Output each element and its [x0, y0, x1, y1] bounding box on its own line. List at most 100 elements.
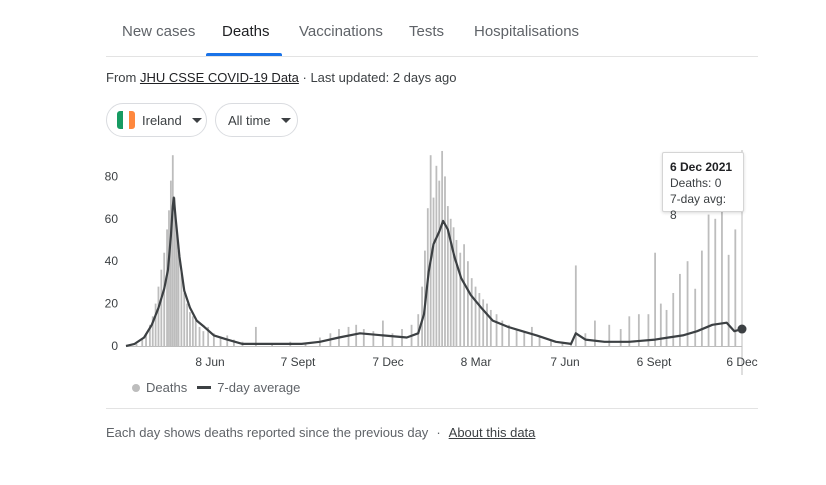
bar — [151, 316, 154, 346]
bar — [449, 218, 452, 346]
bar — [189, 312, 191, 346]
bar — [495, 314, 498, 346]
tab-deaths[interactable]: Deaths — [222, 23, 270, 40]
bar — [530, 326, 533, 346]
bar — [463, 244, 465, 346]
bar — [438, 180, 441, 346]
bar — [446, 206, 449, 346]
bar — [574, 265, 577, 346]
metric-tabs: New cases Deaths Vaccinations Tests Hosp… — [106, 0, 758, 57]
bar — [372, 331, 375, 346]
bar — [145, 333, 147, 346]
bar — [561, 341, 564, 346]
divider — [106, 408, 758, 409]
bar — [727, 254, 730, 346]
bar — [233, 339, 235, 346]
legend-line-swatch — [197, 386, 212, 389]
bar — [452, 227, 455, 346]
last-updated: · Last updated: 2 days ago — [298, 70, 457, 85]
bar — [619, 329, 622, 346]
bar — [444, 176, 446, 346]
bar — [523, 331, 526, 346]
tab-hospitalisations[interactable]: Hospitalisations — [474, 23, 580, 40]
y-tick-label: 20 — [105, 297, 119, 311]
ireland-flag-icon — [117, 111, 135, 129]
bar — [166, 229, 168, 346]
bar — [202, 331, 205, 346]
y-tick-label: 80 — [105, 169, 119, 183]
bar — [171, 155, 174, 346]
tooltip-deaths: Deaths: 0 — [670, 176, 722, 190]
bar — [191, 316, 194, 346]
bar — [474, 286, 477, 346]
bar — [435, 165, 438, 346]
x-tick-label: 8 Jun — [195, 355, 224, 369]
bar — [467, 261, 469, 346]
bar — [489, 309, 492, 346]
bar — [186, 303, 189, 346]
bar — [550, 339, 552, 346]
bar — [135, 343, 138, 346]
bar — [482, 299, 485, 346]
x-tick-label: 6 Sept — [637, 355, 672, 369]
tab-tests[interactable]: Tests — [409, 23, 445, 40]
bar — [212, 333, 215, 346]
source-prefix: From — [106, 70, 140, 85]
x-tick-label: 7 Jun — [550, 355, 579, 369]
bar — [180, 271, 183, 346]
tooltip-avg: 7-day avg: 8 — [670, 192, 727, 222]
x-tick-label: 6 Dec — [726, 355, 757, 369]
bar — [515, 329, 518, 346]
bar — [470, 278, 473, 346]
bar — [654, 252, 656, 346]
chart-tooltip: 6 Dec 2021 Deaths: 0 7-day avg: 8 — [662, 152, 744, 222]
bar — [169, 180, 172, 346]
bar — [538, 337, 541, 346]
bar — [168, 210, 170, 346]
legend-bars-label: Deaths — [146, 380, 188, 395]
bar — [734, 229, 737, 346]
tab-vaccinations[interactable]: Vaccinations — [299, 23, 383, 40]
bar — [157, 286, 160, 346]
source-link[interactable]: JHU CSSE COVID-19 Data — [139, 70, 299, 85]
footer: Each day shows deaths reported since the… — [106, 425, 535, 440]
bar — [362, 329, 365, 346]
bar — [501, 320, 504, 346]
bar — [608, 324, 611, 346]
bar — [382, 320, 384, 346]
chart-legend: Deaths 7-day average — [132, 380, 300, 395]
y-tick-label: 0 — [111, 339, 118, 353]
region-dropdown[interactable]: Ireland — [106, 103, 207, 137]
bar — [686, 261, 689, 346]
bar — [459, 252, 462, 346]
bar — [455, 240, 458, 346]
avg-line — [125, 196, 743, 348]
tooltip-date: 6 Dec 2021 — [670, 160, 733, 174]
footer-separator: · — [436, 425, 441, 440]
bar — [183, 293, 186, 346]
bar — [659, 303, 662, 346]
bar — [173, 197, 176, 346]
region-label: Ireland — [142, 112, 182, 128]
bar — [198, 326, 201, 346]
time-range-dropdown[interactable]: All time — [215, 103, 298, 137]
tab-new-cases[interactable]: New cases — [122, 23, 196, 40]
bar — [694, 288, 697, 346]
source-line: From JHU CSSE COVID-19 Data · Last updat… — [106, 70, 456, 85]
bar — [594, 320, 596, 346]
deaths-chart[interactable]: 0 20 40 60 80 8 Jun 7 Sept 7 Dec 8 Mar 7 Jun 6 Sep… — [0, 140, 826, 375]
bar — [355, 324, 358, 346]
x-tick-label: 8 Mar — [461, 355, 492, 369]
about-data-link[interactable]: About this data — [448, 425, 536, 440]
legend-line-label: 7-day average — [217, 380, 301, 395]
bar — [141, 339, 144, 346]
y-tick-label: 40 — [105, 254, 119, 268]
bar — [441, 150, 444, 346]
bar — [508, 324, 510, 346]
bar — [672, 293, 675, 346]
bar — [707, 214, 710, 346]
hover-point — [737, 324, 747, 334]
bar — [486, 303, 488, 346]
bar — [148, 324, 151, 346]
bar — [254, 326, 257, 346]
